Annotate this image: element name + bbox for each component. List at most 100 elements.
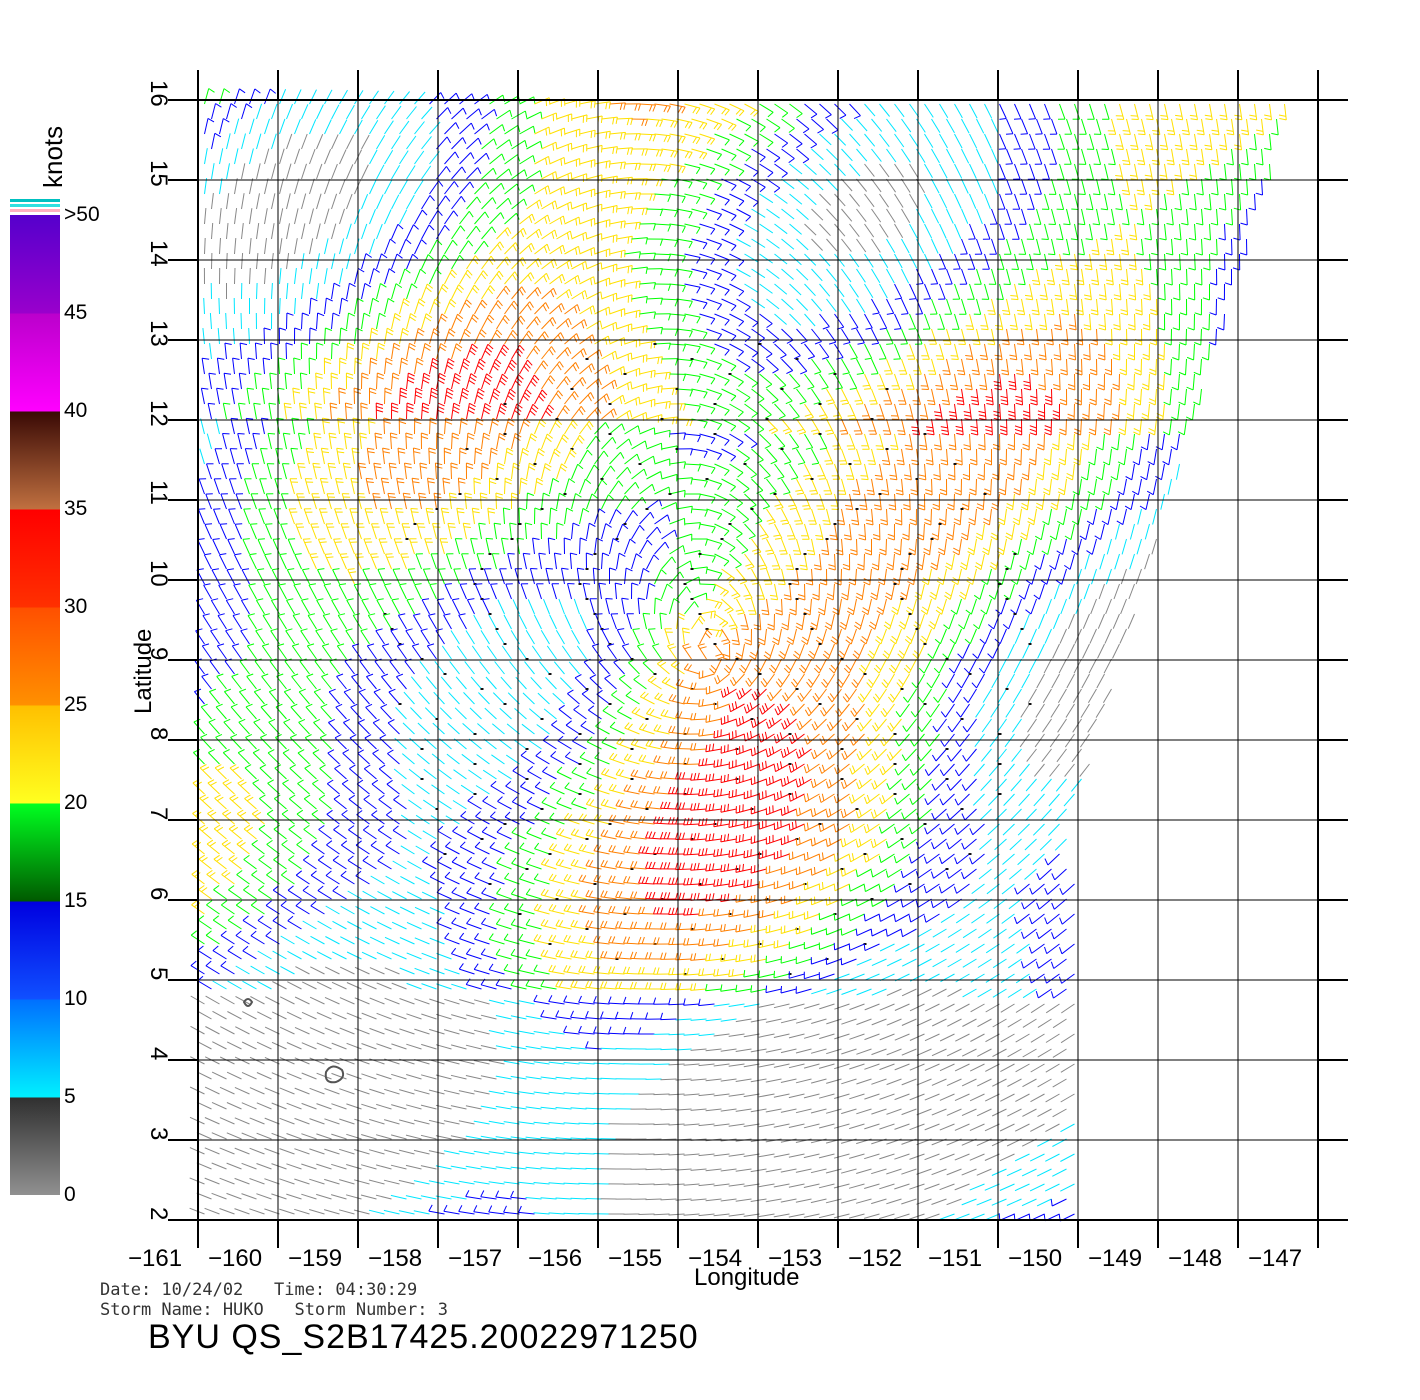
wind-barb-feather xyxy=(1264,147,1272,151)
rain-flag xyxy=(885,388,889,390)
wind-barb-feather xyxy=(1039,294,1047,297)
wind-barb xyxy=(219,148,224,165)
wind-barb-feather xyxy=(730,305,737,312)
wind-barb xyxy=(292,388,295,405)
rain-flag xyxy=(698,553,702,555)
wind-barb-feather xyxy=(340,327,348,332)
wind-barb xyxy=(684,133,701,139)
wind-barb-feather xyxy=(966,580,973,585)
wind-barb-feather xyxy=(1164,342,1172,346)
wind-barb xyxy=(789,343,801,357)
wind-barb-feather xyxy=(1148,427,1156,432)
wind-barb xyxy=(714,163,730,171)
wind-barb xyxy=(840,568,842,586)
wind-barb xyxy=(654,193,671,196)
wind-barb xyxy=(361,223,368,240)
wind-barb xyxy=(316,163,323,180)
wind-barb-feather xyxy=(774,127,781,133)
wind-barb-feather xyxy=(618,480,624,487)
wind-barb xyxy=(624,280,641,285)
wind-barb xyxy=(931,478,933,496)
wind-barb xyxy=(789,283,802,296)
wind-barb xyxy=(781,268,794,280)
wind-barb-feather xyxy=(1059,402,1067,406)
wind-barb-feather xyxy=(1186,386,1194,391)
wind-barb-feather xyxy=(286,312,294,316)
wind-barb xyxy=(369,357,372,375)
wind-barb-feather xyxy=(599,508,606,514)
wind-barb xyxy=(1043,433,1045,451)
wind-barb xyxy=(894,283,903,299)
wind-barb-feather xyxy=(987,343,995,346)
wind-barb-feather xyxy=(1093,193,1101,196)
wind-barb xyxy=(429,92,442,105)
wind-barb xyxy=(1084,553,1090,570)
wind-barb-feather xyxy=(630,206,633,214)
wind-barb xyxy=(391,283,397,300)
wind-barb xyxy=(1014,283,1019,300)
wind-barb-feather xyxy=(1040,268,1048,271)
wind-barb xyxy=(841,478,847,495)
wind-barb-feather xyxy=(605,308,608,316)
wind-barb-feather xyxy=(1165,282,1173,286)
wind-barb xyxy=(976,298,982,315)
wind-barb-feather xyxy=(581,321,585,329)
wind-barb xyxy=(476,553,482,570)
wind-barb xyxy=(766,538,775,554)
wind-barb-feather xyxy=(1053,357,1061,361)
wind-barb xyxy=(616,265,633,270)
wind-barb xyxy=(1192,373,1195,390)
wind-barb xyxy=(200,388,205,405)
wind-barb xyxy=(864,283,874,298)
wind-barb xyxy=(432,523,437,540)
wind-barb-feather xyxy=(370,357,378,362)
wind-barb xyxy=(856,448,862,465)
wind-barb xyxy=(346,134,355,150)
wind-barb xyxy=(579,508,584,525)
wind-barb-feather xyxy=(1211,163,1219,166)
wind-barb-feather xyxy=(859,504,867,507)
wind-barb-feather xyxy=(1120,342,1128,346)
wind-barb xyxy=(856,418,863,435)
wind-barb xyxy=(774,343,787,356)
wind-barb xyxy=(1183,418,1187,435)
wind-barb xyxy=(1163,343,1165,361)
wind-barb xyxy=(564,274,579,285)
wind-barb-feather xyxy=(332,312,340,317)
wind-barb xyxy=(699,523,716,528)
wind-barb xyxy=(1216,208,1219,226)
wind-barb xyxy=(1141,208,1145,225)
wind-barb xyxy=(1254,133,1257,150)
wind-barb xyxy=(268,403,272,420)
wind-barb xyxy=(616,147,633,150)
wind-barb xyxy=(759,313,773,325)
wind-barb-feather xyxy=(1107,223,1115,226)
wind-barb-feather xyxy=(703,451,708,459)
wind-barb-feather xyxy=(605,161,608,169)
wind-barb-feather xyxy=(1049,535,1057,541)
wind-barb xyxy=(939,313,945,330)
wind-barb xyxy=(312,463,317,480)
wind-barb-feather xyxy=(879,327,887,330)
wind-barb-feather xyxy=(1163,371,1171,376)
wind-barb xyxy=(744,553,755,568)
wind-barb-feather xyxy=(1041,238,1049,240)
wind-barb-feather xyxy=(659,120,663,128)
wind-barb xyxy=(991,208,998,225)
wind-barb-feather xyxy=(331,342,339,346)
wind-barb xyxy=(1078,478,1082,495)
wind-barb xyxy=(1160,493,1165,510)
wind-barb-feather xyxy=(800,340,808,345)
wind-barb xyxy=(886,448,891,465)
wind-barb xyxy=(744,343,759,354)
wind-barb-feather xyxy=(860,475,868,477)
wind-barb-feather xyxy=(1019,565,1026,570)
wind-barb xyxy=(541,141,557,150)
wind-barb xyxy=(999,343,1003,360)
wind-barb-feather xyxy=(333,282,341,287)
wind-barb xyxy=(496,373,503,390)
wind-barb xyxy=(953,493,955,511)
wind-barb xyxy=(340,523,347,540)
wind-barb xyxy=(766,298,780,310)
wind-barb xyxy=(631,207,648,210)
